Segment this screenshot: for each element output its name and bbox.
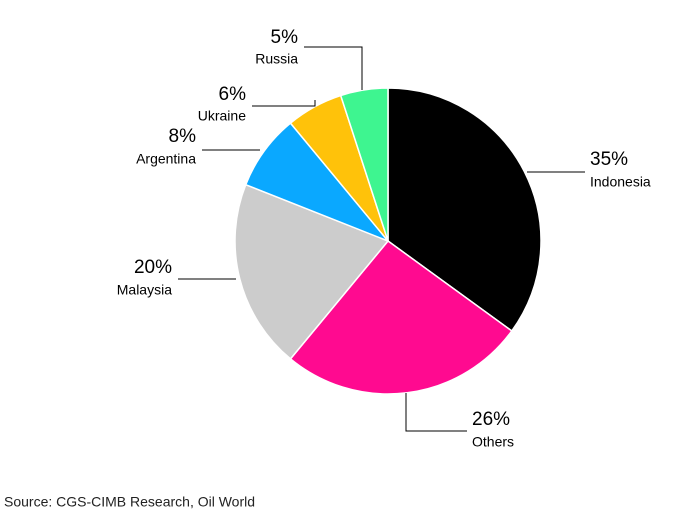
data-label: 8% (169, 126, 197, 147)
category-label: Argentina (136, 151, 196, 167)
category-label: Ukraine (198, 108, 246, 124)
leader-line (405, 393, 467, 432)
pie-slice (339, 87, 389, 242)
data-label: 26% (472, 409, 510, 430)
category-label: Malaysia (117, 282, 172, 298)
data-label: 35% (590, 149, 628, 170)
data-label: 6% (219, 84, 247, 105)
source: Source: CGS-CIMB Research, Oil World (4, 494, 255, 510)
data-label: 20% (134, 257, 172, 278)
pie-slice (289, 239, 513, 395)
leader-line (304, 46, 363, 90)
pie-slice (234, 183, 390, 360)
data-label: 5% (271, 27, 299, 48)
category-label: Others (472, 434, 514, 450)
category-label: Russia (255, 51, 298, 67)
leader-line (252, 100, 316, 107)
category-label: Indonesia (590, 174, 651, 190)
pie-slice (387, 87, 542, 332)
